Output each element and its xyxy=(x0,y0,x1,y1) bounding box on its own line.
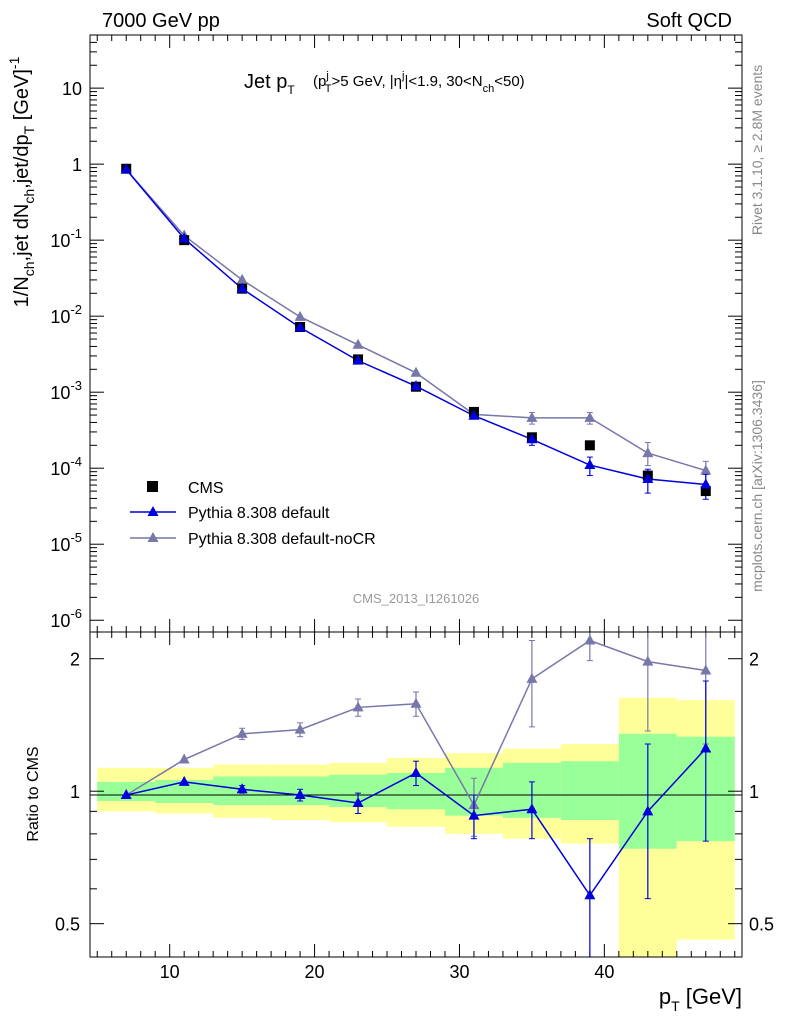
analysis-watermark: CMS_2013_I1261026 xyxy=(353,591,480,606)
point-mc1 xyxy=(294,321,306,332)
x-tick-labels: 10 20 30 40 xyxy=(160,962,615,982)
main-y-tick-labels: 10-6 10-5 10-4 10-3 10-2 10-1 1 10 xyxy=(50,79,82,631)
x-tick-label: 30 xyxy=(449,962,469,982)
point-mc1 xyxy=(352,354,364,365)
legend: CMS Pythia 8.308 default Pythia 8.308 de… xyxy=(130,480,376,548)
title-condition: (pj T>5 GeV, |ηj|<1.9, 30<Nch<50) xyxy=(313,70,525,95)
y-tick-label-right: 1 xyxy=(749,782,759,802)
point-mc1 xyxy=(410,380,422,391)
header-right: Soft QCD xyxy=(646,10,732,32)
ratio-axis-ticks xyxy=(90,632,742,957)
legend-marker-cms xyxy=(147,481,158,492)
ratio-series xyxy=(120,631,712,958)
ratio-frame xyxy=(89,631,743,958)
ratio-point-mc1 xyxy=(468,809,480,820)
y-tick-label: 10-5 xyxy=(50,530,82,555)
point-mc1 xyxy=(178,232,190,243)
legend-label-cms: CMS xyxy=(188,480,224,497)
y-tick-label: 10-6 xyxy=(50,606,82,631)
y-tick-label: 2 xyxy=(70,650,80,670)
point-mc1 xyxy=(526,433,538,444)
header-left: 7000 GeV pp xyxy=(102,10,220,32)
x-tick-label: 10 xyxy=(160,962,180,982)
ratio-point-mc2 xyxy=(294,723,306,734)
x-tick-label: 40 xyxy=(594,962,614,982)
y-tick-label-right: 0.5 xyxy=(749,915,774,935)
point-mc2 xyxy=(410,366,422,377)
ratio-point-mc1 xyxy=(526,803,538,814)
legend-label-mc2: Pythia 8.308 default-noCR xyxy=(188,531,376,548)
point-mc2 xyxy=(700,464,712,475)
y-tick-label: 1 xyxy=(72,155,82,175)
plot-title: Jet pT (pj T>5 GeV, |ηj|<1.9, 30<Nch<50) xyxy=(244,70,525,97)
rivet-version-note: Rivet 3.1.10, ≥ 2.8M events xyxy=(749,65,765,235)
ratio-panel: 0.5 0.5 1 1 2 2 xyxy=(55,631,774,958)
ratio-point-mc2 xyxy=(352,701,364,712)
point-mc1 xyxy=(642,473,654,484)
x-axis-label: pT [GeV] xyxy=(659,984,742,1014)
point-mc1 xyxy=(584,459,596,470)
ratio-point-mc1 xyxy=(700,742,712,753)
legend-marker-mc1 xyxy=(147,506,159,516)
ratio-y-tick-labels: 0.5 0.5 1 1 2 2 xyxy=(55,650,774,935)
ratio-point-mc2 xyxy=(700,664,712,675)
ratio-point-mc2 xyxy=(584,634,596,645)
ratio-point-mc1 xyxy=(294,789,306,800)
title-main: Jet pT xyxy=(244,71,295,97)
point-cms xyxy=(584,440,595,451)
point-mc2 xyxy=(526,411,538,422)
ratio-point-mc2 xyxy=(410,697,422,708)
y-tick-label: 10-4 xyxy=(50,454,82,479)
ratio-y-axis-label: Ratio to CMS xyxy=(25,746,42,841)
ratio-point-mc1 xyxy=(352,797,364,808)
ratio-point-mc1 xyxy=(584,889,596,900)
line-mc2 xyxy=(125,169,706,472)
ratio-point-mc1 xyxy=(120,789,132,800)
main-series xyxy=(120,163,712,500)
main-y-axis-label: 1/Nch,jet dNch,jet/dpT [GeV]-1 xyxy=(6,56,37,307)
ratio-point-mc2 xyxy=(526,672,538,683)
legend-label-mc1: Pythia 8.308 default xyxy=(188,505,330,522)
legend-marker-mc2 xyxy=(147,532,159,542)
y-tick-label: 10 xyxy=(62,79,82,99)
ratio-uncertainty-bands xyxy=(97,697,735,957)
source-note: mcplots.cern.ch [arXiv:1306.3436] xyxy=(749,380,765,592)
main-axis-ticks xyxy=(90,34,742,632)
point-mc1 xyxy=(236,282,248,293)
point-mc2 xyxy=(294,310,306,321)
main-panel: 10-6 10-5 10-4 10-3 10-2 10-1 1 10 CMS_2013_I12… xyxy=(50,34,743,633)
point-mc2 xyxy=(584,411,596,422)
ratio-point-mc2 xyxy=(642,655,654,666)
y-tick-label: 1 xyxy=(70,782,80,802)
point-mc2 xyxy=(352,338,364,349)
point-mc2 xyxy=(236,273,248,284)
point-mc1 xyxy=(120,163,132,174)
point-mc2 xyxy=(642,447,654,458)
y-tick-label: 10-1 xyxy=(50,226,82,251)
y-tick-label: 10-3 xyxy=(50,378,82,403)
line-mc1 xyxy=(125,169,706,486)
y-tick-label-right: 2 xyxy=(749,650,759,670)
ratio-point-mc2 xyxy=(236,727,248,738)
point-mc1 xyxy=(468,409,480,420)
ratio-point-mc2 xyxy=(178,753,190,764)
point-cms xyxy=(700,486,711,497)
y-tick-label: 10-2 xyxy=(50,302,82,327)
band-inner xyxy=(560,761,619,821)
ratio-point-mc1 xyxy=(642,805,654,816)
point-mc1 xyxy=(700,478,712,489)
ratio-point-mc1 xyxy=(178,775,190,786)
ratio-point-mc1 xyxy=(236,783,248,794)
y-tick-label: 0.5 xyxy=(55,915,80,935)
ratio-point-mc1 xyxy=(410,766,422,777)
x-tick-label: 20 xyxy=(305,962,325,982)
